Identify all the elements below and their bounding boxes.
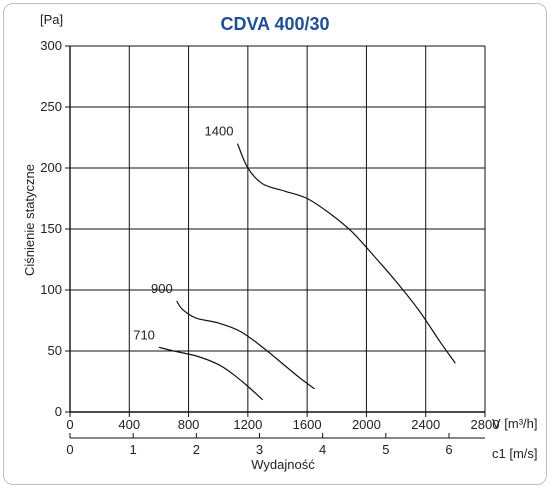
series-label-900: 900 <box>151 281 173 296</box>
y-tick-label: 300 <box>40 38 62 53</box>
x-tick-label: 1600 <box>293 417 322 432</box>
y-tick-label: 250 <box>40 99 62 114</box>
x-axis-label: Wydajność <box>251 457 315 472</box>
secondary-tick-label: 4 <box>319 442 326 457</box>
x-tick-label: 1200 <box>233 417 262 432</box>
x-unit-primary: V [m³/h] <box>492 416 538 431</box>
secondary-tick-label: 5 <box>382 442 389 457</box>
x-tick-label: 2400 <box>411 417 440 432</box>
series-label-710: 710 <box>133 327 155 342</box>
secondary-tick-label: 3 <box>256 442 263 457</box>
secondary-tick-label: 2 <box>193 442 200 457</box>
y-tick-label: 200 <box>40 160 62 175</box>
series-line-710 <box>158 346 264 401</box>
y-tick-label: 150 <box>40 221 62 236</box>
series-label-1400: 1400 <box>205 124 234 139</box>
x-tick-label: 800 <box>178 417 200 432</box>
secondary-tick-label: 6 <box>445 442 452 457</box>
x-tick-label: 0 <box>66 417 73 432</box>
y-axis-label: Ciśnienie statyczne <box>22 164 37 276</box>
chart-title: CDVA 400/30 <box>220 14 329 34</box>
chart-frame <box>3 3 547 485</box>
x-tick-label: 400 <box>118 417 140 432</box>
series-line-900 <box>176 300 315 390</box>
x-tick-label: 2800 <box>471 417 500 432</box>
series-line-1400 <box>236 143 456 364</box>
secondary-tick-label: 0 <box>66 442 73 457</box>
x-unit-secondary: c1 [m/s] <box>492 446 538 461</box>
secondary-tick-label: 1 <box>130 442 137 457</box>
x-tick-label: 2000 <box>352 417 381 432</box>
y-tick-label: 100 <box>40 282 62 297</box>
y-tick-label: 0 <box>55 404 62 419</box>
y-tick-label: 50 <box>48 343 62 358</box>
y-unit-label: [Pa] <box>40 12 63 27</box>
